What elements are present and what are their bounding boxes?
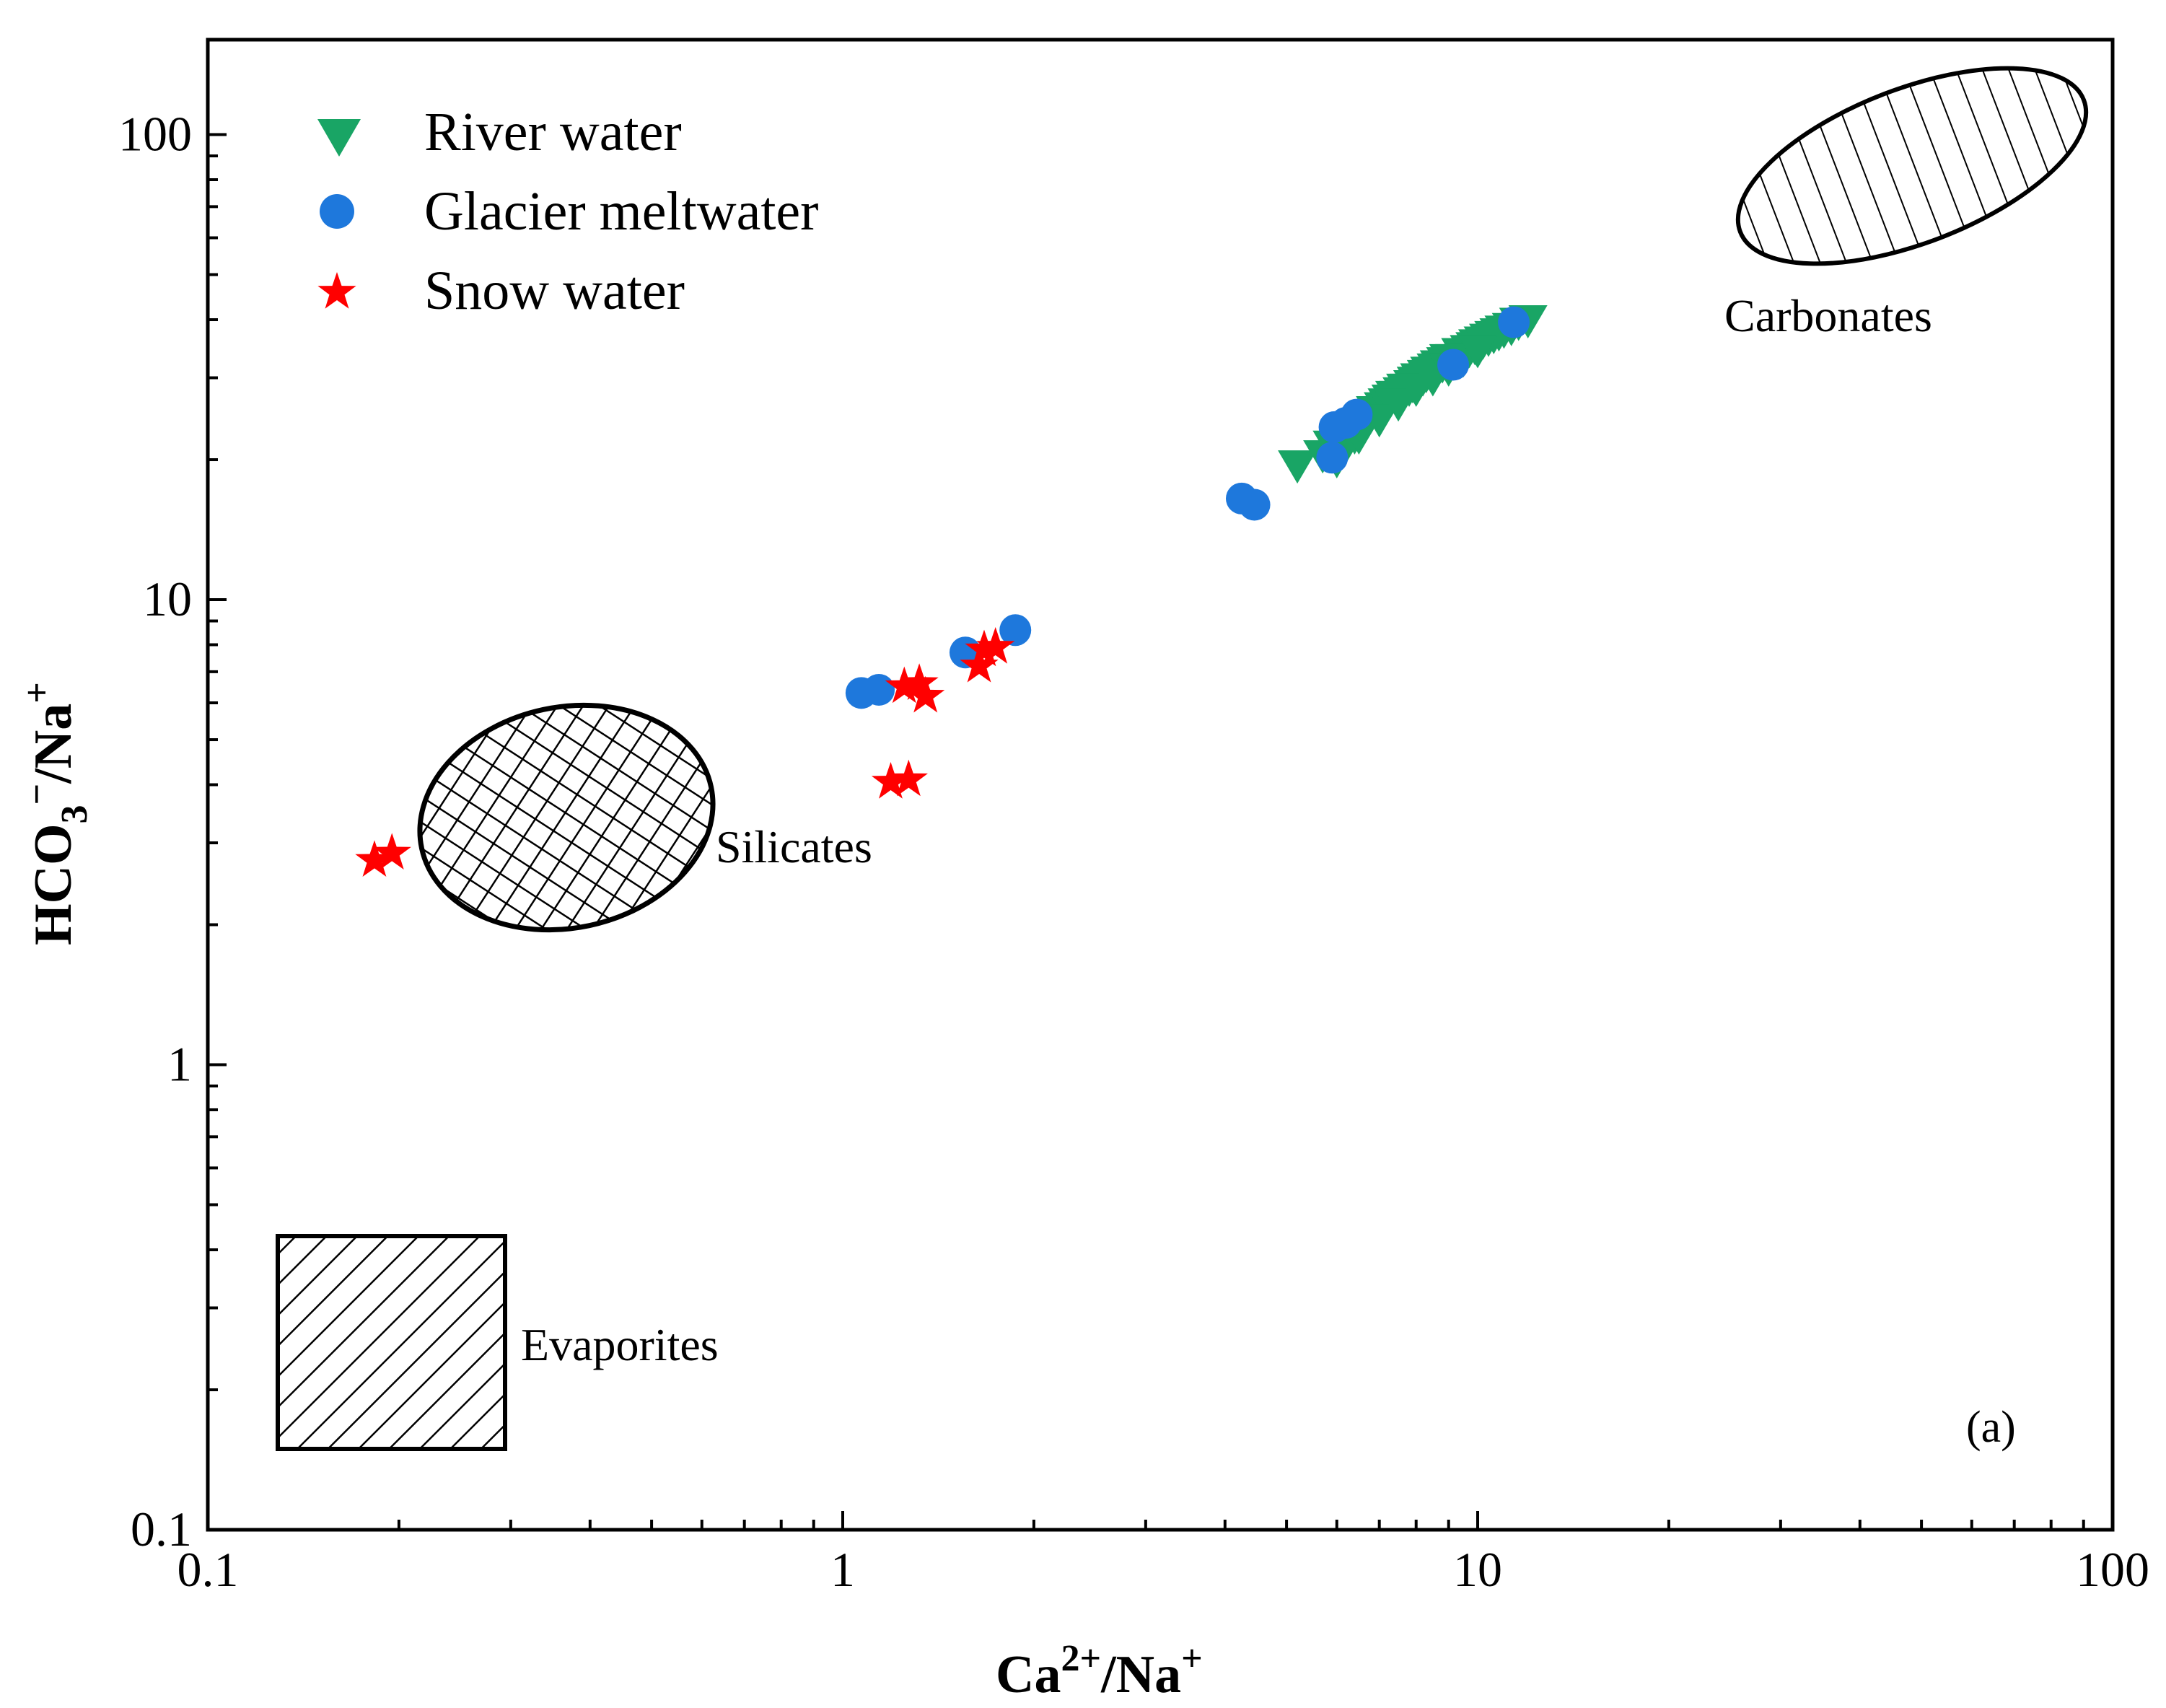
legend-glacier-meltwater-marker bbox=[320, 194, 354, 229]
snow-water-point bbox=[960, 646, 999, 683]
x-axis-title: Ca2+/Na+ bbox=[996, 1638, 1203, 1704]
x-tick-label: 0.1 bbox=[177, 1542, 239, 1597]
river-water-point bbox=[1278, 450, 1317, 484]
river-water-point bbox=[1379, 388, 1419, 422]
legend-river-water-marker bbox=[317, 119, 361, 157]
silicates-region bbox=[417, 702, 716, 933]
x-tick-label: 100 bbox=[2076, 1542, 2149, 1597]
legend-glacier-meltwater-label: Glacier meltwater bbox=[424, 181, 818, 242]
glacier-meltwater-point bbox=[999, 614, 1032, 647]
glacier-meltwater-point bbox=[1341, 398, 1373, 431]
evaporites-region bbox=[276, 1234, 507, 1451]
glacier-meltwater-point bbox=[1238, 489, 1271, 521]
data-marks bbox=[355, 305, 1548, 877]
snow-water-point bbox=[355, 840, 394, 877]
snow-water-point bbox=[976, 627, 1015, 664]
river-water-point bbox=[1458, 335, 1497, 369]
y-tick-label: 10 bbox=[143, 571, 192, 626]
x-tick-label: 10 bbox=[1453, 1542, 1502, 1597]
snow-water-point bbox=[900, 663, 939, 700]
snow-water-point bbox=[372, 833, 411, 870]
glacier-meltwater-point bbox=[1437, 349, 1470, 381]
y-tick-label: 0.1 bbox=[131, 1502, 192, 1556]
y-axis-title: HCO3−/Na+ bbox=[17, 682, 95, 945]
legend: River water Glacier meltwater Snow water bbox=[317, 102, 818, 321]
snow-water-point bbox=[885, 666, 924, 704]
regions: Silicates Carbonates Evaporites bbox=[276, 66, 2089, 1451]
y-tick-label: 100 bbox=[118, 107, 192, 162]
snow-water-point bbox=[871, 762, 911, 799]
legend-snow-water-marker bbox=[317, 272, 356, 309]
carbonates-region bbox=[1735, 66, 2089, 266]
axis-ticks bbox=[206, 133, 2114, 1531]
axis-tick-labels: 0.1 1 10 100 0.1 1 10 100 bbox=[118, 107, 2149, 1597]
panel-label: (a) bbox=[1966, 1403, 2016, 1452]
glacier-meltwater-point bbox=[1498, 306, 1530, 338]
carbonates-label: Carbonates bbox=[1724, 290, 1932, 341]
legend-river-water-label: River water bbox=[424, 102, 682, 162]
x-tick-label: 1 bbox=[830, 1542, 855, 1597]
silicates-label: Silicates bbox=[716, 821, 872, 872]
glacier-meltwater-point bbox=[863, 673, 895, 706]
legend-snow-water-label: Snow water bbox=[424, 260, 685, 321]
evaporites-label: Evaporites bbox=[521, 1319, 719, 1370]
snow-water-point bbox=[906, 675, 945, 713]
snow-water-point bbox=[965, 629, 1004, 667]
y-tick-label: 1 bbox=[167, 1037, 192, 1092]
snow-water-point bbox=[889, 759, 928, 797]
glacier-meltwater-point bbox=[1316, 442, 1349, 474]
